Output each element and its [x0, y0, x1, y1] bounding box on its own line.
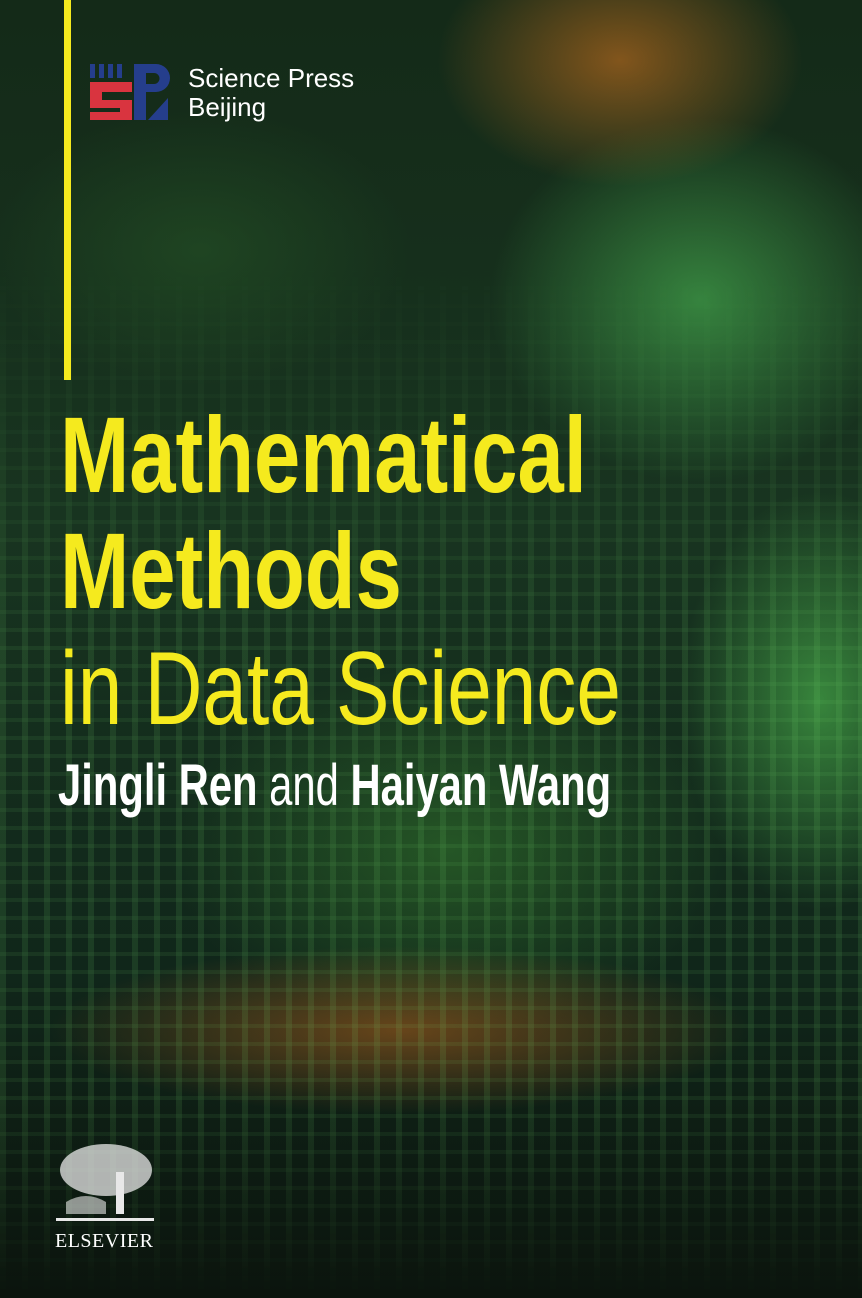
author-conjunction: and	[269, 753, 339, 818]
elsevier-tree-logo	[56, 1144, 154, 1221]
author-2: Haiyan Wang	[350, 753, 612, 818]
publisher-line1: Science Press	[188, 63, 355, 93]
author-1: Jingli Ren	[58, 753, 258, 818]
yellow-accent-bar	[64, 0, 71, 380]
book-title-line2: Methods	[60, 510, 402, 631]
elsevier-wordmark: ELSEVIER	[55, 1230, 154, 1252]
publisher-line2: Beijing	[188, 92, 267, 122]
publisher-name: Science Press Beijing	[188, 64, 354, 122]
book-title-line3: in Data Science	[60, 631, 621, 747]
book-title-line1: Mathematical	[60, 394, 587, 515]
authors: Jingli Ren and Haiyan Wang	[58, 752, 611, 819]
science-press-logo	[90, 64, 170, 120]
